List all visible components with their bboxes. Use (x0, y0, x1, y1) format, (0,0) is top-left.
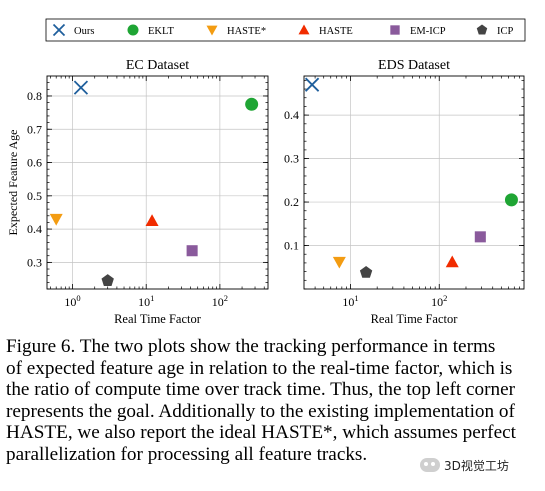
legend-marker-icon (52, 23, 66, 37)
data-point-haste (445, 255, 459, 268)
caption-line: of expected feature age in relation to t… (6, 357, 513, 379)
caption-line: represents the goal. Additionally to the… (6, 400, 515, 422)
data-point-eklt (245, 97, 259, 111)
x-tick-label: 100 (64, 293, 80, 309)
x-axis-label: Real Time Factor (371, 312, 459, 326)
y-tick-label: 0.5 (27, 189, 42, 203)
legend-marker-icon (390, 25, 400, 35)
x-axis-label: Real Time Factor (114, 312, 202, 326)
data-point-em-icp (474, 231, 486, 243)
legend-item: EKLT (127, 24, 174, 37)
legend-marker-icon (127, 24, 139, 36)
watermark-text: 3D视觉工坊 (444, 458, 509, 473)
data-point-haste (49, 213, 63, 226)
chart-title: EDS Dataset (378, 58, 450, 73)
y-tick-label: 0.3 (284, 152, 299, 166)
y-tick-label: 0.8 (27, 89, 42, 103)
legend-item: HASTE* (206, 25, 266, 37)
legend-marker-icon (298, 24, 310, 35)
data-point-ours (73, 80, 89, 95)
legend-label: Ours (74, 26, 94, 37)
legend-item: Ours (52, 23, 94, 37)
marker-stroke (304, 77, 320, 92)
legend-label: EKLT (148, 26, 174, 37)
y-tick-label: 0.6 (27, 156, 42, 170)
legend-label: HASTE* (227, 26, 266, 37)
legend-label: EM-ICP (410, 26, 446, 37)
legend: Ours EKLT HASTE* HASTE EM-ICP ICP (45, 18, 526, 42)
y-tick-label: 0.4 (284, 108, 299, 122)
plot-area (47, 76, 268, 289)
legend-marker-icon (206, 25, 218, 36)
data-point-em-icp (186, 245, 198, 257)
y-tick-label: 0.2 (284, 195, 299, 209)
y-tick-label: 0.4 (27, 222, 42, 236)
x-tick-label: 101 (138, 293, 154, 309)
x-tick-label: 102 (431, 293, 447, 309)
figure-caption: Figure 6. The two plots show the trackin… (6, 336, 542, 466)
y-tick-label: 0.1 (284, 239, 299, 253)
marker-stroke (52, 23, 66, 37)
caption-line: parallelization for processing all featu… (6, 443, 368, 465)
chart-title: EC Dataset (126, 58, 189, 73)
legend-label: HASTE (319, 26, 353, 37)
caption-line: HASTE, we also report the ideal HASTE*, … (6, 422, 516, 444)
chart-panel: 101 102 0.1 0.2 0.3 0.4 EDS Dataset Real Time F… (284, 58, 525, 326)
y-tick-label: 0.3 (27, 255, 42, 269)
chart-panel: 100 101 102 0.3 0.4 0.5 0.6 0.7 0.8 EC Dataset Rea… (6, 58, 269, 326)
data-point-haste (145, 214, 159, 226)
x-tick-label: 102 (212, 293, 228, 309)
data-point-haste (332, 256, 346, 269)
legend-item: EM-ICP (390, 25, 446, 37)
caption-line: the ratio of compute time over track tim… (6, 379, 516, 401)
legend-item: HASTE (298, 24, 353, 37)
data-point-eklt (504, 193, 518, 207)
figure-charts: Ours EKLT HASTE* HASTE EM-ICP ICP 100 101 102 0.3… (6, 18, 526, 326)
y-tick-label: 0.7 (27, 122, 42, 136)
legend-marker-icon (476, 24, 488, 35)
marker-stroke (73, 80, 89, 95)
legend-label: ICP (497, 26, 514, 37)
y-axis-label: Expected Feature Age (6, 130, 20, 236)
plot-frame (303, 75, 525, 290)
data-point-icp (101, 274, 114, 286)
plot-area (304, 76, 524, 289)
caption-line: Figure 6. The two plots show the trackin… (6, 336, 496, 357)
watermark: 3D视觉工坊 (420, 452, 538, 478)
legend-frame (45, 18, 526, 42)
wechat-logo-icon (420, 458, 440, 472)
plot-frame (46, 75, 269, 290)
x-tick-label: 101 (342, 293, 358, 309)
data-point-icp (359, 265, 373, 278)
legend-item: ICP (476, 24, 514, 37)
data-point-ours (304, 77, 320, 92)
